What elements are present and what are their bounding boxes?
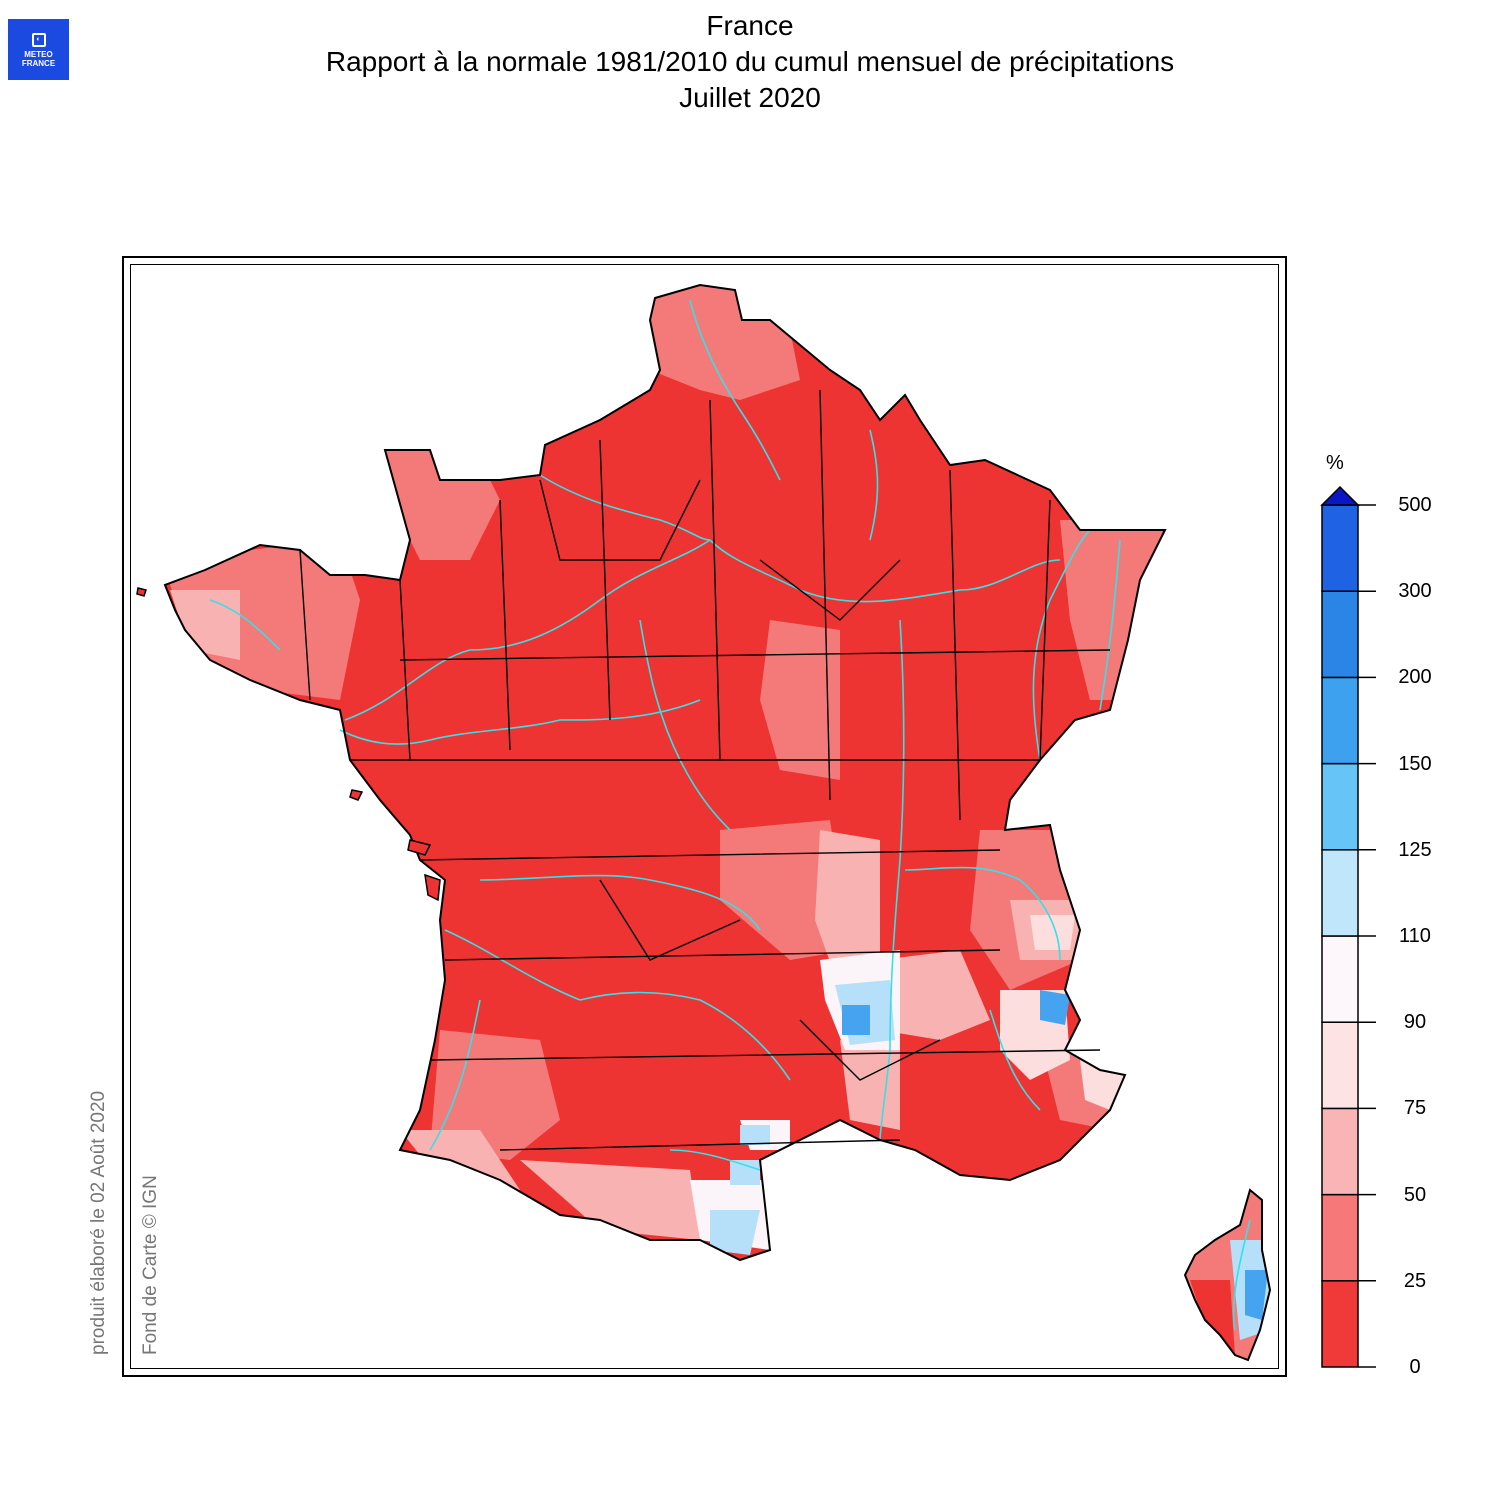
legend-tick-label: 125	[1398, 838, 1432, 861]
field-herault-lightblue	[740, 1125, 770, 1145]
legend-bin	[1321, 1280, 1359, 1368]
meteo-france-logo-icon: ◐	[31, 33, 46, 47]
field-pyrenees-pink	[520, 1160, 700, 1240]
legend-bin	[1321, 1021, 1359, 1110]
field-centre-lightred	[760, 620, 840, 780]
legend-tick-label: 0	[1409, 1356, 1421, 1378]
legend-bin	[1321, 935, 1359, 1023]
legend-tick-label: 25	[1403, 1269, 1427, 1292]
logo-line1: METEO	[24, 50, 53, 59]
field-rhone-pink	[880, 950, 990, 1040]
river-garonne-upper	[579, 991, 791, 1081]
ile-d-oleron	[424, 873, 441, 902]
field-alps-blue	[1040, 990, 1070, 1025]
river-meuse	[869, 429, 879, 541]
river-escaut	[689, 299, 781, 481]
river-loire-upper	[344, 539, 711, 721]
field-pyrenees-orientales-lightblue	[710, 1210, 760, 1255]
ile-d-ouessant	[136, 587, 147, 597]
map-title-block: France Rapport à la normale 1981/2010 du…	[0, 8, 1500, 116]
river-dordogne	[479, 874, 761, 931]
legend-tick-label: 110	[1399, 925, 1431, 947]
legend-bin	[1321, 504, 1359, 592]
river-corsica	[1232, 1219, 1251, 1331]
legend-tick-label: 50	[1403, 1183, 1427, 1206]
legend-bin	[1321, 762, 1359, 851]
river-seine-marne	[709, 539, 1061, 603]
legend-colorbar	[1320, 485, 1376, 1368]
field-dominant-red	[165, 285, 1165, 1260]
field-aude-lightblue	[730, 1160, 760, 1185]
legend-tick-label: 500	[1398, 494, 1432, 516]
map-frame	[122, 256, 1287, 1377]
field-savoie-pale	[1030, 915, 1075, 950]
field-ardeche-blue	[842, 1005, 870, 1035]
corsica-rainfall-field	[1185, 1190, 1270, 1360]
legend-unit: %	[1326, 452, 1344, 474]
logo-line2: FRANCE	[21, 59, 56, 68]
field-southwest-lightred	[430, 1030, 560, 1160]
legend-tick-label: 150	[1398, 752, 1432, 775]
field-finistere-pink	[170, 590, 240, 660]
basemap-credit: Fond de Carte © IGN	[140, 1175, 161, 1355]
river-saone-rhone	[879, 619, 905, 1141]
legend-bin	[1321, 676, 1359, 765]
ile-de-re	[407, 839, 432, 856]
legend-bin	[1321, 849, 1359, 937]
rivers-layer	[209, 299, 1251, 1331]
title-period: Juillet 2020	[679, 82, 821, 113]
river-durance	[989, 1009, 1041, 1111]
legend-tick-label: 300	[1398, 580, 1432, 603]
river-adour	[429, 999, 481, 1151]
corsica-field-blue	[1245, 1270, 1268, 1320]
departments-layer	[299, 389, 1111, 1151]
legend-tick-label: 75	[1403, 1097, 1427, 1120]
river-rhone-upper	[904, 866, 1061, 961]
department-borders-vertical	[299, 389, 1051, 821]
legend-tick-label: 90	[1403, 1011, 1427, 1034]
river-moselle	[1032, 529, 1091, 761]
river-brittany-west	[209, 599, 281, 651]
river-cher	[639, 619, 731, 831]
field-gard-pink	[840, 1040, 900, 1130]
river-loire	[339, 699, 701, 745]
legend-bin	[1321, 590, 1359, 679]
legend-tick-label: 200	[1398, 666, 1432, 689]
map-frame-inner	[130, 264, 1279, 1369]
title-country: France	[706, 10, 794, 41]
ile-d-yeu	[349, 789, 364, 801]
legend-bin	[1321, 1193, 1359, 1282]
river-rhine	[1099, 539, 1121, 711]
legend-overflow-arrow	[1320, 485, 1360, 506]
river-seine-lower	[539, 474, 711, 541]
river-garonne	[444, 929, 581, 1001]
field-forez-pink	[815, 830, 880, 990]
title-description: Rapport à la normale 1981/2010 du cumul …	[325, 46, 1175, 77]
department-borders-misc	[539, 479, 941, 1081]
river-aude	[669, 1149, 761, 1171]
department-borders-horizontal	[350, 649, 1111, 1151]
mainland-rainfall-field	[165, 285, 1165, 1260]
legend-bin	[1321, 1107, 1359, 1196]
corsica-field-red	[1190, 1280, 1235, 1355]
production-date-credit: produit élaboré le 02 Août 2020	[88, 1090, 109, 1355]
meteo-france-logo: ◐ METEO FRANCE	[8, 19, 69, 80]
